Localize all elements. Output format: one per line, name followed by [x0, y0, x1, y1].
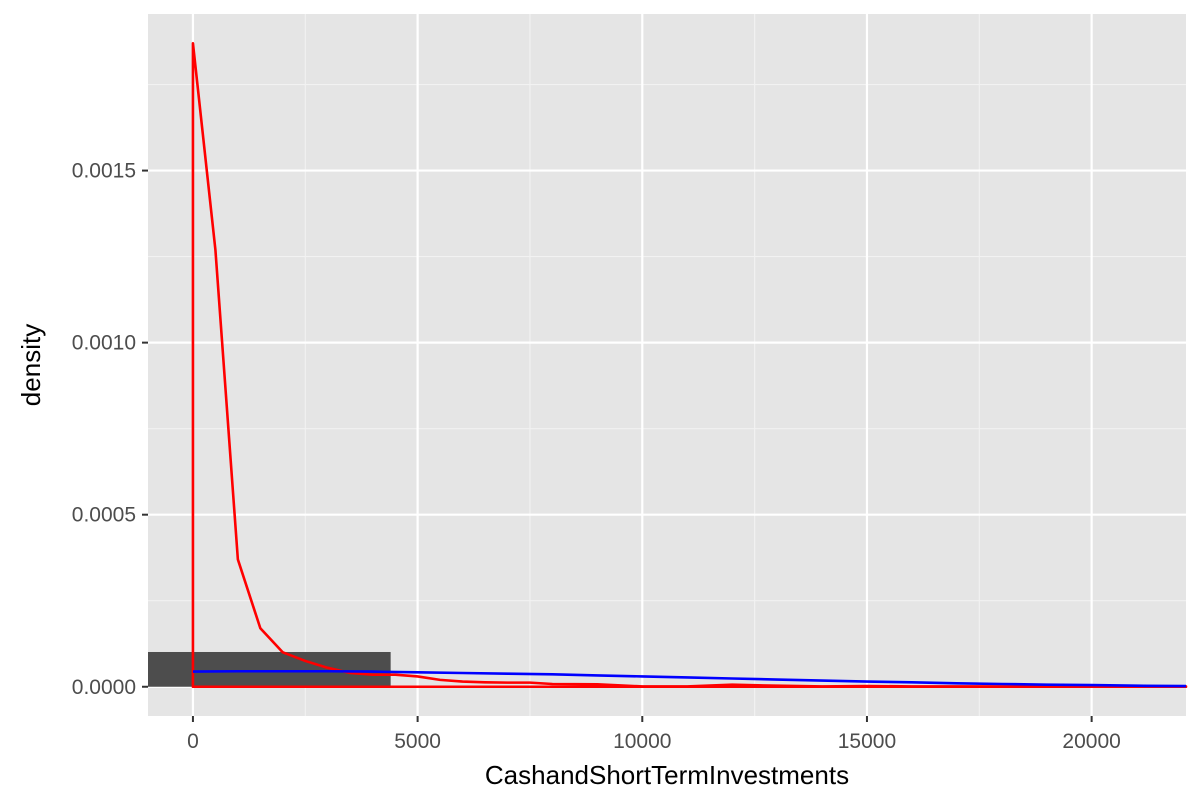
histogram-bars: [148, 651, 391, 687]
x-tick-label: 5000: [394, 730, 441, 753]
x-tick-label: 0: [187, 730, 199, 753]
y-tick-label: 0.0015: [72, 160, 136, 183]
plot-panel-background: [148, 14, 1186, 716]
x-tick-label: 10000: [613, 730, 671, 753]
histogram-bar: [148, 651, 391, 687]
y-tick-label: 0.0000: [72, 676, 136, 699]
minor-gridlines: [148, 14, 1186, 716]
y-axis-ticks: 0.0000 0.0005 0.0010 0.0015: [72, 160, 148, 699]
density-curves: [191, 41, 1188, 689]
x-axis-title: CashandShortTermInvestments: [485, 760, 849, 790]
x-axis-ticks: 0 5000 10000 15000 20000: [187, 716, 1121, 753]
y-tick-label: 0.0005: [72, 504, 136, 527]
y-axis-title: density: [16, 324, 46, 406]
x-tick-label: 15000: [838, 730, 896, 753]
y-tick-label: 0.0010: [72, 332, 136, 355]
density-curve-blue: [192, 669, 1187, 688]
density-curve-red: [191, 41, 1188, 689]
x-tick-label: 20000: [1062, 730, 1120, 753]
